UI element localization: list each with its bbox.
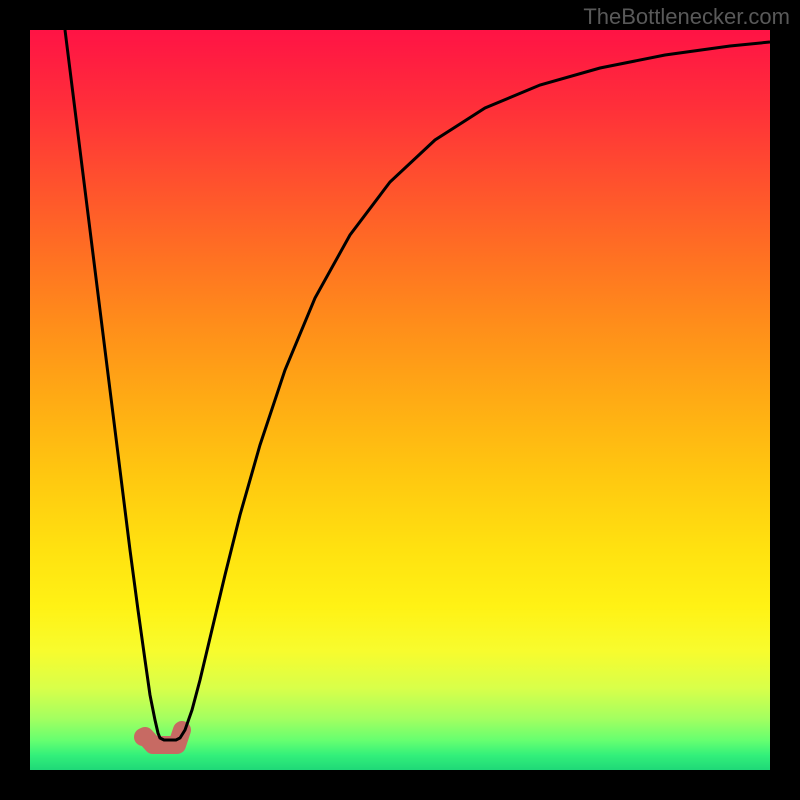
chart-container: TheBottlenecker.com bbox=[0, 0, 800, 800]
plot-area bbox=[30, 30, 770, 770]
gradient-background bbox=[30, 30, 770, 770]
watermark-text: TheBottlenecker.com bbox=[583, 4, 790, 30]
